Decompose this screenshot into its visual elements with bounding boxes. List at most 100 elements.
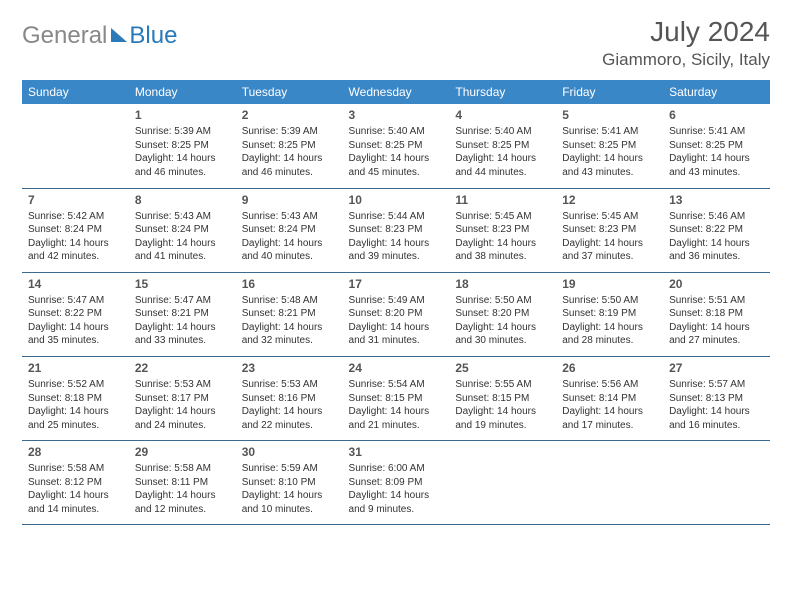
sunset-label: Sunset: 8:20 PM bbox=[349, 307, 444, 321]
sunset-label: Sunset: 8:25 PM bbox=[349, 139, 444, 153]
sunset-label: Sunset: 8:22 PM bbox=[28, 307, 123, 321]
day-number: 13 bbox=[669, 192, 764, 208]
day-number: 20 bbox=[669, 276, 764, 292]
weekday-header: Monday bbox=[129, 80, 236, 104]
sunset-label: Sunset: 8:22 PM bbox=[669, 223, 764, 237]
day-number: 27 bbox=[669, 360, 764, 376]
sunrise-label: Sunrise: 5:46 AM bbox=[669, 210, 764, 224]
calendar-day-cell: 30Sunrise: 5:59 AMSunset: 8:10 PMDayligh… bbox=[236, 441, 343, 525]
day-number: 26 bbox=[562, 360, 657, 376]
calendar-day-cell: 12Sunrise: 5:45 AMSunset: 8:23 PMDayligh… bbox=[556, 188, 663, 272]
calendar-day-cell: 21Sunrise: 5:52 AMSunset: 8:18 PMDayligh… bbox=[22, 356, 129, 440]
calendar-day-cell: 5Sunrise: 5:41 AMSunset: 8:25 PMDaylight… bbox=[556, 104, 663, 188]
calendar-day-cell: 31Sunrise: 6:00 AMSunset: 8:09 PMDayligh… bbox=[343, 441, 450, 525]
daylight-label: Daylight: 14 hours and 35 minutes. bbox=[28, 321, 123, 348]
day-number: 21 bbox=[28, 360, 123, 376]
sunset-label: Sunset: 8:15 PM bbox=[455, 392, 550, 406]
daylight-label: Daylight: 14 hours and 27 minutes. bbox=[669, 321, 764, 348]
daylight-label: Daylight: 14 hours and 40 minutes. bbox=[242, 237, 337, 264]
sunrise-label: Sunrise: 5:43 AM bbox=[135, 210, 230, 224]
day-number: 16 bbox=[242, 276, 337, 292]
sunrise-label: Sunrise: 5:39 AM bbox=[242, 125, 337, 139]
daylight-label: Daylight: 14 hours and 37 minutes. bbox=[562, 237, 657, 264]
calendar-day-cell: 23Sunrise: 5:53 AMSunset: 8:16 PMDayligh… bbox=[236, 356, 343, 440]
calendar-day-cell: 26Sunrise: 5:56 AMSunset: 8:14 PMDayligh… bbox=[556, 356, 663, 440]
daylight-label: Daylight: 14 hours and 19 minutes. bbox=[455, 405, 550, 432]
calendar-day-cell: 28Sunrise: 5:58 AMSunset: 8:12 PMDayligh… bbox=[22, 441, 129, 525]
daylight-label: Daylight: 14 hours and 44 minutes. bbox=[455, 152, 550, 179]
day-number: 25 bbox=[455, 360, 550, 376]
sunrise-label: Sunrise: 5:43 AM bbox=[242, 210, 337, 224]
calendar-day-cell: 25Sunrise: 5:55 AMSunset: 8:15 PMDayligh… bbox=[449, 356, 556, 440]
calendar-table: Sunday Monday Tuesday Wednesday Thursday… bbox=[22, 80, 770, 525]
sunset-label: Sunset: 8:17 PM bbox=[135, 392, 230, 406]
calendar-day-cell: 22Sunrise: 5:53 AMSunset: 8:17 PMDayligh… bbox=[129, 356, 236, 440]
calendar-day-cell: 6Sunrise: 5:41 AMSunset: 8:25 PMDaylight… bbox=[663, 104, 770, 188]
daylight-label: Daylight: 14 hours and 16 minutes. bbox=[669, 405, 764, 432]
daylight-label: Daylight: 14 hours and 41 minutes. bbox=[135, 237, 230, 264]
sunrise-label: Sunrise: 5:56 AM bbox=[562, 378, 657, 392]
sunset-label: Sunset: 8:25 PM bbox=[455, 139, 550, 153]
daylight-label: Daylight: 14 hours and 46 minutes. bbox=[242, 152, 337, 179]
sunset-label: Sunset: 8:12 PM bbox=[28, 476, 123, 490]
calendar-week-row: 21Sunrise: 5:52 AMSunset: 8:18 PMDayligh… bbox=[22, 356, 770, 440]
day-number: 12 bbox=[562, 192, 657, 208]
daylight-label: Daylight: 14 hours and 25 minutes. bbox=[28, 405, 123, 432]
day-number: 4 bbox=[455, 107, 550, 123]
day-number: 30 bbox=[242, 444, 337, 460]
sunrise-label: Sunrise: 5:59 AM bbox=[242, 462, 337, 476]
sunset-label: Sunset: 8:24 PM bbox=[135, 223, 230, 237]
daylight-label: Daylight: 14 hours and 9 minutes. bbox=[349, 489, 444, 516]
day-number: 18 bbox=[455, 276, 550, 292]
day-number: 6 bbox=[669, 107, 764, 123]
day-number: 1 bbox=[135, 107, 230, 123]
day-number: 19 bbox=[562, 276, 657, 292]
calendar-week-row: 1Sunrise: 5:39 AMSunset: 8:25 PMDaylight… bbox=[22, 104, 770, 188]
weekday-header: Saturday bbox=[663, 80, 770, 104]
day-number: 9 bbox=[242, 192, 337, 208]
sunrise-label: Sunrise: 5:40 AM bbox=[455, 125, 550, 139]
sunrise-label: Sunrise: 5:57 AM bbox=[669, 378, 764, 392]
sunset-label: Sunset: 8:23 PM bbox=[562, 223, 657, 237]
calendar-week-row: 14Sunrise: 5:47 AMSunset: 8:22 PMDayligh… bbox=[22, 272, 770, 356]
calendar-day-cell: 7Sunrise: 5:42 AMSunset: 8:24 PMDaylight… bbox=[22, 188, 129, 272]
sunrise-label: Sunrise: 5:58 AM bbox=[28, 462, 123, 476]
sunrise-label: Sunrise: 5:54 AM bbox=[349, 378, 444, 392]
daylight-label: Daylight: 14 hours and 36 minutes. bbox=[669, 237, 764, 264]
sunset-label: Sunset: 8:19 PM bbox=[562, 307, 657, 321]
daylight-label: Daylight: 14 hours and 43 minutes. bbox=[562, 152, 657, 179]
sunset-label: Sunset: 8:13 PM bbox=[669, 392, 764, 406]
location-label: Giammoro, Sicily, Italy bbox=[602, 50, 770, 70]
daylight-label: Daylight: 14 hours and 14 minutes. bbox=[28, 489, 123, 516]
day-number: 17 bbox=[349, 276, 444, 292]
daylight-label: Daylight: 14 hours and 28 minutes. bbox=[562, 321, 657, 348]
sunset-label: Sunset: 8:24 PM bbox=[28, 223, 123, 237]
calendar-body: 1Sunrise: 5:39 AMSunset: 8:25 PMDaylight… bbox=[22, 104, 770, 525]
sunset-label: Sunset: 8:15 PM bbox=[349, 392, 444, 406]
weekday-header: Sunday bbox=[22, 80, 129, 104]
logo-triangle-icon bbox=[111, 28, 127, 42]
day-number: 5 bbox=[562, 107, 657, 123]
daylight-label: Daylight: 14 hours and 39 minutes. bbox=[349, 237, 444, 264]
calendar-day-cell: 20Sunrise: 5:51 AMSunset: 8:18 PMDayligh… bbox=[663, 272, 770, 356]
sunset-label: Sunset: 8:21 PM bbox=[135, 307, 230, 321]
sunset-label: Sunset: 8:24 PM bbox=[242, 223, 337, 237]
sunset-label: Sunset: 8:18 PM bbox=[669, 307, 764, 321]
calendar-day-cell bbox=[556, 441, 663, 525]
sunrise-label: Sunrise: 5:49 AM bbox=[349, 294, 444, 308]
weekday-header: Thursday bbox=[449, 80, 556, 104]
sunset-label: Sunset: 8:09 PM bbox=[349, 476, 444, 490]
calendar-day-cell: 16Sunrise: 5:48 AMSunset: 8:21 PMDayligh… bbox=[236, 272, 343, 356]
sunrise-label: Sunrise: 6:00 AM bbox=[349, 462, 444, 476]
sunset-label: Sunset: 8:23 PM bbox=[349, 223, 444, 237]
calendar-day-cell bbox=[22, 104, 129, 188]
calendar-day-cell: 11Sunrise: 5:45 AMSunset: 8:23 PMDayligh… bbox=[449, 188, 556, 272]
calendar-day-cell: 3Sunrise: 5:40 AMSunset: 8:25 PMDaylight… bbox=[343, 104, 450, 188]
sunset-label: Sunset: 8:21 PM bbox=[242, 307, 337, 321]
daylight-label: Daylight: 14 hours and 43 minutes. bbox=[669, 152, 764, 179]
title-block: July 2024 Giammoro, Sicily, Italy bbox=[602, 16, 770, 70]
sunrise-label: Sunrise: 5:53 AM bbox=[242, 378, 337, 392]
day-number: 11 bbox=[455, 192, 550, 208]
day-number: 10 bbox=[349, 192, 444, 208]
sunrise-label: Sunrise: 5:41 AM bbox=[562, 125, 657, 139]
